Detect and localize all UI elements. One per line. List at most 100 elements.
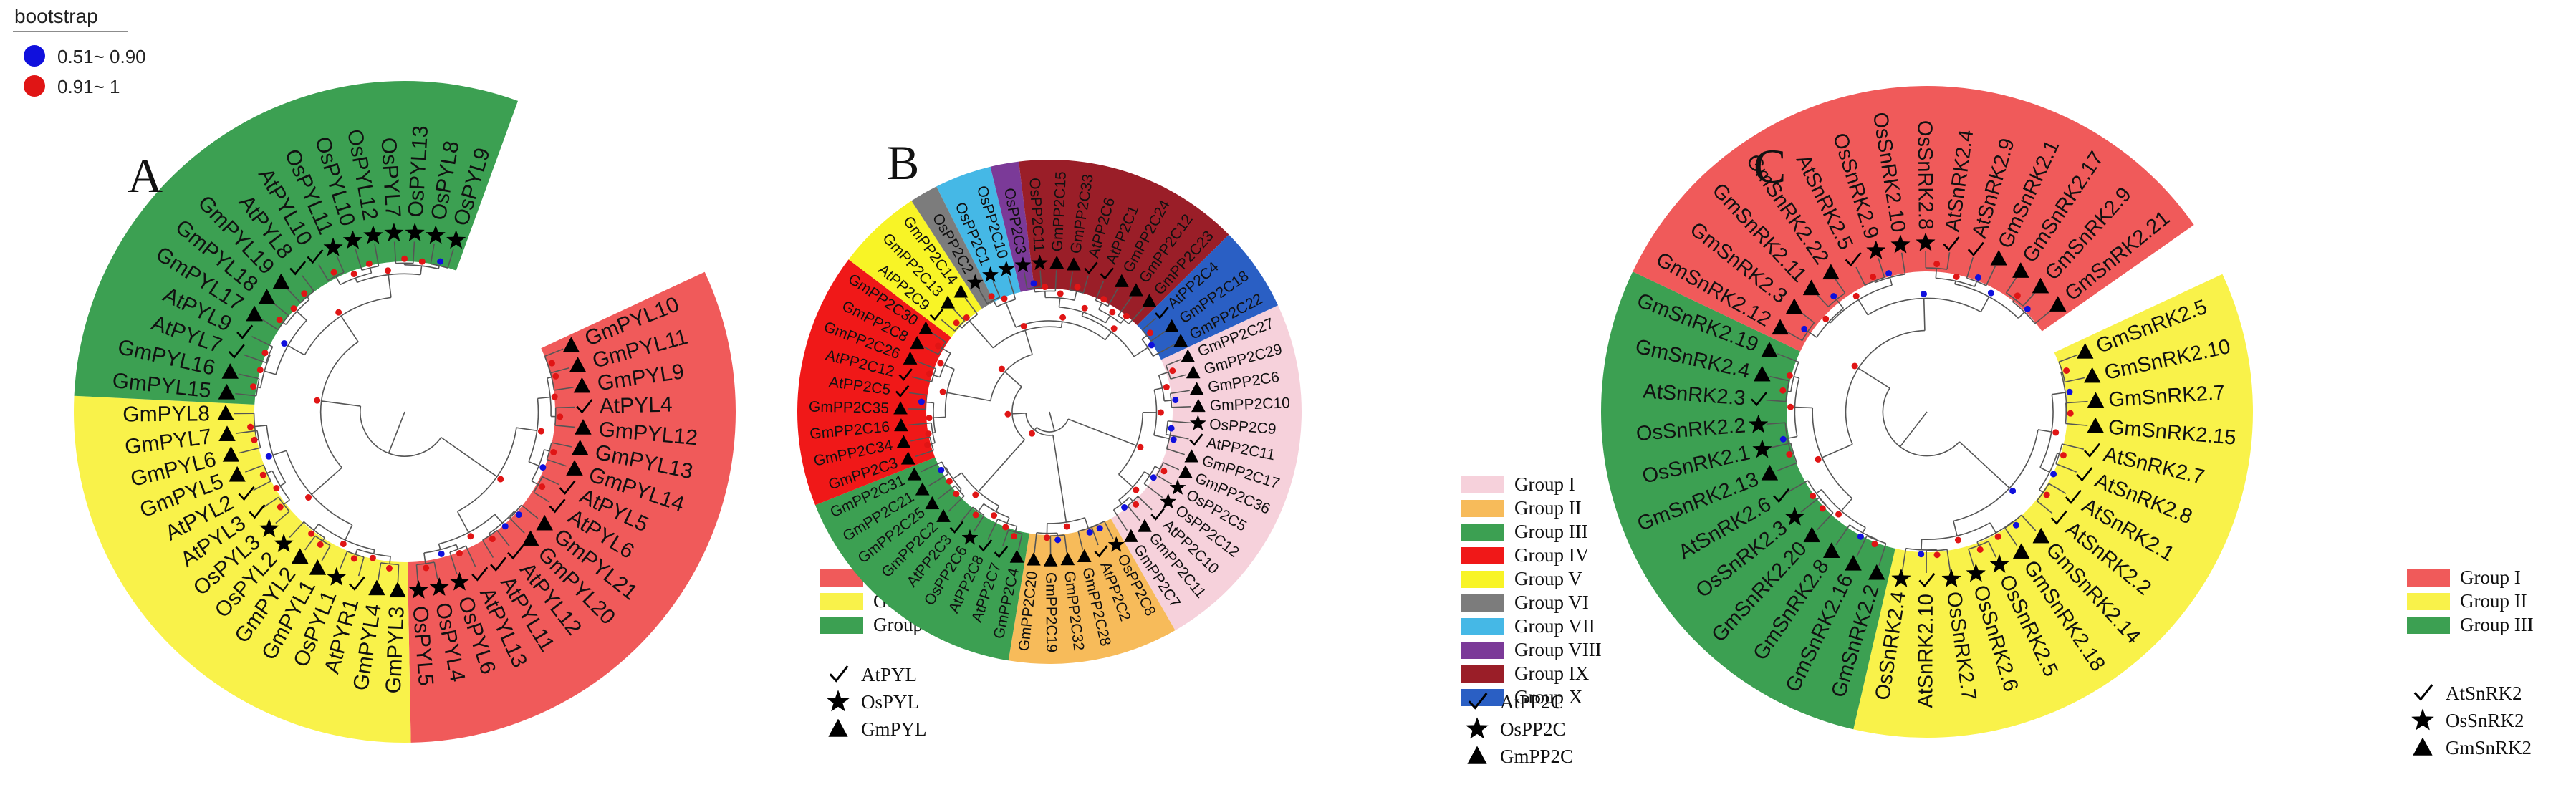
bootstrap-dots-c: [1779, 261, 2074, 559]
branch-line: [289, 521, 304, 539]
star-marker-icon: [981, 266, 999, 282]
branch-arc: [1015, 320, 1106, 341]
bootstrap-dot: [1100, 296, 1107, 303]
bootstrap-dot: [305, 494, 312, 501]
tree-branches-a: [234, 241, 575, 582]
bootstrap-dot: [963, 314, 970, 322]
group-sector: [407, 271, 736, 743]
branch-line: [322, 537, 325, 541]
panel-letter-a: A: [128, 148, 163, 203]
star-marker-icon: [363, 225, 383, 244]
branch-line: [1855, 266, 1866, 286]
bootstrap-dot: [515, 511, 522, 519]
triangle-marker-icon: [941, 295, 956, 309]
branch-line: [1959, 441, 2010, 489]
tree-branches-c: [1766, 251, 2088, 574]
branch-line: [973, 515, 985, 532]
species-legend-label: GmPP2C: [1500, 746, 1573, 767]
bootstrap-dot: [1987, 289, 1994, 297]
tree-panel-c: GmSnRK2.5GmSnRK2.10GmSnRK2.7GmSnRK2.15At…: [1601, 86, 2534, 758]
branch-line: [1024, 329, 1033, 355]
check-marker-icon: [238, 486, 255, 501]
branch-line: [423, 552, 426, 564]
bootstrap-dot: [437, 258, 444, 265]
branch-line: [296, 311, 307, 321]
bootstrap-dot: [1147, 329, 1154, 337]
star-legend-icon: [826, 690, 850, 712]
leaf-label: GmPP2C35: [809, 399, 889, 417]
leaf-label: OsPYL13: [404, 125, 433, 218]
branch-line: [554, 425, 575, 428]
branch-line: [1105, 331, 1112, 341]
species-legend-label: AtPP2C: [1500, 691, 1564, 713]
triangle-marker-icon: [218, 383, 236, 400]
group-legend-label: Group II: [1514, 497, 1582, 519]
panel-letter-b: B: [887, 135, 919, 190]
species-legend-label: AtPYL: [861, 664, 917, 685]
leaf-label: OsSnRK2.8: [1913, 120, 1937, 230]
tree-panel-b: GmPP2C27GmPP2C29GmPP2C6GmPP2C10OsPP2C9At…: [797, 135, 1602, 767]
star-marker-icon: [1784, 506, 1805, 526]
branch-line: [509, 517, 525, 534]
branch-line: [952, 307, 966, 322]
branch-line: [1968, 549, 1974, 567]
leaf-label: GmPP2C19: [1042, 572, 1059, 652]
branch-arc: [1882, 387, 1960, 457]
branch-line: [921, 461, 943, 473]
star-marker-icon: [274, 533, 294, 553]
branch-line: [1787, 480, 1809, 493]
branch-line: [335, 276, 341, 285]
check-marker-icon: [507, 545, 524, 560]
star-marker-icon: [259, 518, 279, 538]
group-legend-label: Group IV: [1514, 544, 1590, 566]
star-marker-icon: [1891, 568, 1911, 587]
bootstrap-dot: [330, 269, 337, 276]
bootstrap-dot: [1786, 372, 1793, 379]
group-sector: [815, 457, 1030, 661]
branch-arc: [1953, 429, 2039, 522]
branch-line: [1769, 442, 1792, 449]
bootstrap-dot: [1043, 534, 1050, 541]
star-marker-icon: [1014, 256, 1032, 273]
species-legend-label: GmSnRK2: [2446, 737, 2532, 758]
bootstrap-dot: [350, 271, 357, 278]
branch-line: [449, 551, 458, 574]
bootstrap-dot: [557, 413, 564, 420]
bootstrap-legend: bootstrap 0.51~ 0.90 0.91~ 1: [13, 5, 146, 97]
triangle-marker-icon: [893, 401, 908, 415]
triangle-marker-icon: [1164, 319, 1179, 332]
bootstrap-dot: [918, 398, 925, 405]
bootstrap-dot: [250, 383, 257, 390]
bootstrap-dot: [1822, 315, 1830, 322]
species-legend-label: OsPP2C: [1500, 718, 1566, 740]
branch-line: [1127, 505, 1141, 521]
branch-line: [1857, 367, 1890, 389]
branch-line: [948, 496, 965, 512]
triangle-marker-icon: [2012, 262, 2029, 278]
bootstrap-dot: [1819, 505, 1826, 512]
branch-line: [345, 524, 353, 541]
star-marker-icon: [405, 222, 425, 242]
triangle-marker-icon: [1184, 449, 1199, 463]
check-marker-icon: [1084, 261, 1098, 274]
branch-line: [235, 392, 256, 397]
branch-line: [275, 511, 290, 524]
species-legend-label: AtSnRK2: [2446, 683, 2522, 704]
branch-line: [1143, 483, 1163, 498]
bootstrap-range-high-label: 0.91~ 1: [57, 76, 120, 97]
group-sector: [74, 81, 519, 405]
branch-line: [2057, 453, 2060, 455]
group-sector: [1019, 160, 1229, 326]
branch-line: [958, 325, 963, 329]
branch-line: [283, 499, 290, 506]
check-marker-icon: [1918, 572, 1936, 588]
bootstrap-dot: [1830, 293, 1837, 300]
bootstrap-dot: [2063, 367, 2070, 374]
triangle-marker-icon: [1138, 519, 1152, 532]
branch-line: [1953, 521, 1958, 536]
bootstrap-dot: [467, 533, 474, 540]
bootstrap-dot: [2066, 388, 2073, 395]
bootstrap-dot: [335, 309, 342, 316]
group-legend-label: Group II: [2460, 590, 2527, 612]
star-marker-icon: [408, 579, 429, 599]
